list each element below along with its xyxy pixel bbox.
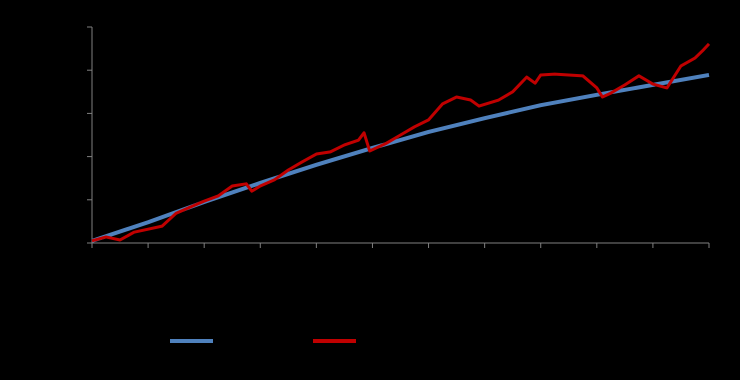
series-line	[91, 42, 711, 243]
series-line	[91, 72, 710, 243]
